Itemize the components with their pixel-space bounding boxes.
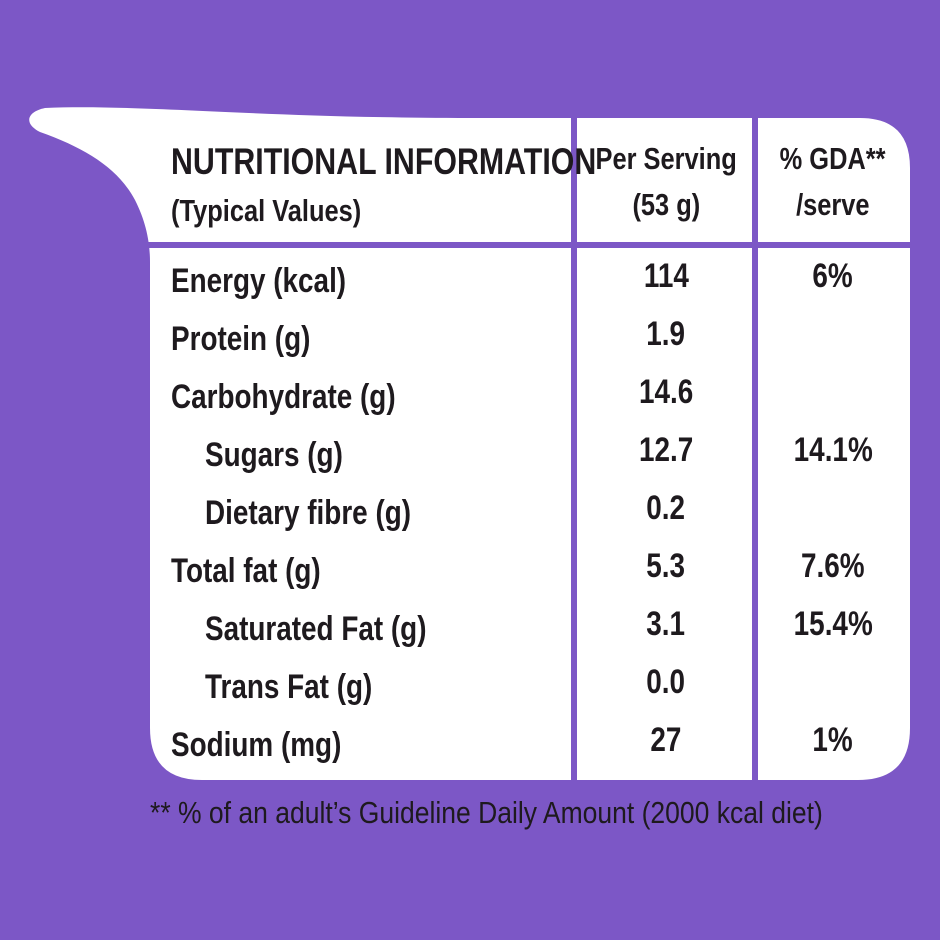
row-serving-saturated-fat: 3.1 <box>646 605 686 643</box>
serving-header-line1: Per Serving <box>595 141 737 176</box>
row-gda-energy: 6% <box>812 257 854 295</box>
header-divider <box>145 242 915 248</box>
row-gda-saturated-fat: 15.4% <box>793 605 873 643</box>
panel-shape <box>29 107 910 780</box>
row-serving-protein: 1.9 <box>646 315 686 353</box>
row-serving-dietary-fibre: 0.2 <box>646 489 686 527</box>
row-serving-sodium: 27 <box>650 721 682 759</box>
row-gda-sodium: 1% <box>812 721 854 759</box>
row-gda-total-fat: 7.6% <box>801 547 865 585</box>
serving-header-line2: (53 g) <box>632 187 700 222</box>
table-subtitle: (Typical Values) <box>171 193 362 228</box>
column-divider-gda <box>752 112 758 784</box>
row-gda-carbohydrate <box>758 372 908 412</box>
gda-header-line1: % GDA** <box>780 141 886 176</box>
row-label-energy: Energy (kcal) <box>171 262 347 300</box>
row-gda-sugars: 14.1% <box>793 431 873 469</box>
row-serving-total-fat: 5.3 <box>646 547 686 585</box>
row-label-carbohydrate: Carbohydrate (g) <box>171 378 396 416</box>
row-label-protein: Protein (g) <box>171 320 311 358</box>
row-gda-trans-fat <box>758 662 908 702</box>
footnote: ** % of an adult’s Guideline Daily Amoun… <box>150 795 823 830</box>
row-gda-dietary-fibre <box>758 488 908 528</box>
row-label-saturated-fat: Saturated Fat (g) <box>205 610 427 648</box>
row-serving-carbohydrate: 14.6 <box>638 373 694 411</box>
table-title: NUTRITIONAL INFORMATION <box>171 141 597 182</box>
row-serving-trans-fat: 0.0 <box>646 663 686 701</box>
row-serving-sugars: 12.7 <box>638 431 694 469</box>
row-label-sugars: Sugars (g) <box>205 436 343 474</box>
gda-header-line2: /serve <box>796 187 870 222</box>
row-label-sodium: Sodium (mg) <box>171 726 342 764</box>
row-gda-protein <box>758 314 908 354</box>
row-label-dietary-fibre: Dietary fibre (g) <box>205 494 412 532</box>
row-label-trans-fat: Trans Fat (g) <box>205 668 373 706</box>
row-label-total-fat: Total fat (g) <box>171 552 321 590</box>
column-divider-serving <box>571 112 577 784</box>
row-serving-energy: 114 <box>643 257 689 295</box>
